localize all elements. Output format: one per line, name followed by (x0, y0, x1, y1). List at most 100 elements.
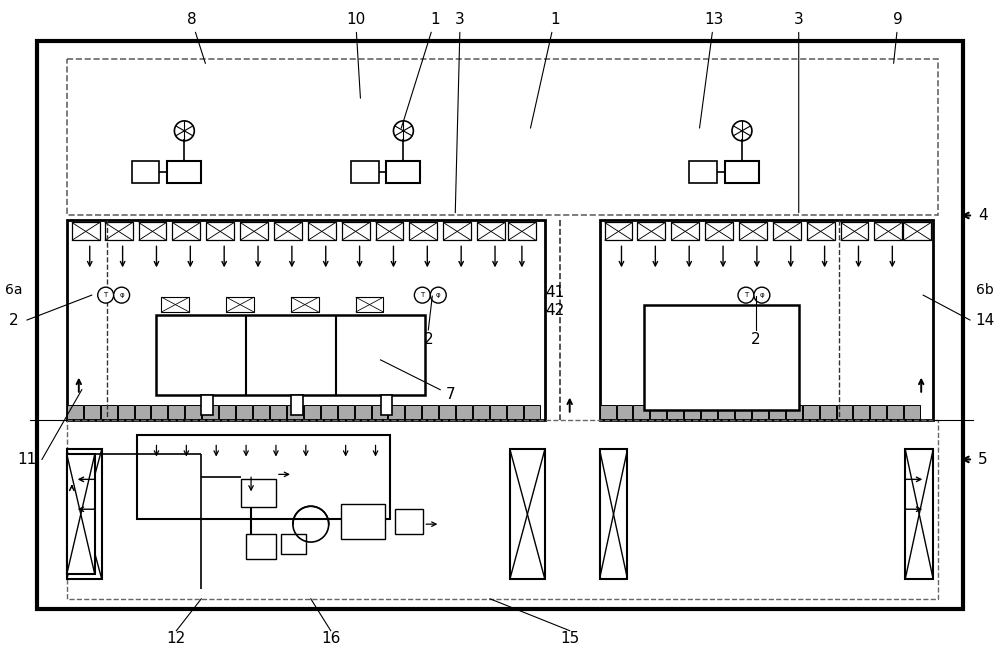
Text: 3: 3 (455, 12, 465, 213)
Text: 2: 2 (9, 313, 19, 328)
Bar (342, 223, 370, 240)
Bar (226, 297, 254, 312)
Bar (240, 223, 268, 240)
Bar (443, 223, 471, 240)
Text: φ: φ (760, 292, 764, 298)
Bar (304, 405, 320, 419)
Bar (308, 223, 336, 240)
Bar (274, 223, 302, 240)
Text: 5: 5 (978, 452, 988, 467)
Text: 2: 2 (423, 332, 433, 347)
Text: 41: 41 (545, 285, 564, 300)
Bar (156, 315, 425, 394)
Bar (338, 405, 354, 419)
Bar (422, 405, 438, 419)
Bar (803, 405, 819, 419)
Bar (524, 405, 540, 419)
Bar (291, 394, 303, 415)
Bar (356, 297, 383, 312)
Bar (388, 405, 404, 419)
Bar (600, 221, 933, 420)
Text: 1: 1 (401, 12, 440, 128)
Bar (870, 405, 886, 419)
Circle shape (114, 287, 130, 303)
Bar (132, 161, 159, 183)
Bar (853, 405, 869, 419)
Bar (395, 509, 423, 534)
Bar (510, 449, 545, 579)
Bar (139, 223, 166, 240)
Bar (270, 405, 286, 419)
Circle shape (754, 287, 770, 303)
Bar (376, 223, 403, 240)
Bar (405, 405, 421, 419)
Bar (903, 223, 931, 240)
Bar (172, 223, 200, 240)
Bar (508, 223, 536, 240)
Bar (67, 59, 938, 215)
Bar (887, 405, 903, 419)
Bar (705, 223, 733, 240)
Text: 14: 14 (975, 313, 995, 328)
Bar (752, 405, 768, 419)
Bar (236, 405, 252, 419)
Text: T: T (744, 292, 748, 298)
Text: 9: 9 (893, 12, 903, 63)
Bar (137, 434, 390, 519)
Bar (439, 405, 455, 419)
Circle shape (430, 287, 446, 303)
Bar (185, 405, 201, 419)
Bar (490, 405, 506, 419)
Bar (201, 394, 213, 415)
Text: 6a: 6a (5, 283, 23, 297)
Bar (386, 161, 420, 183)
Bar (689, 161, 717, 183)
Bar (684, 405, 700, 419)
Bar (168, 405, 184, 419)
Bar (206, 223, 234, 240)
Bar (341, 504, 385, 539)
Bar (135, 405, 150, 419)
Text: 42: 42 (545, 302, 564, 317)
Text: 13: 13 (700, 12, 724, 128)
Circle shape (414, 287, 430, 303)
Text: 6b: 6b (976, 283, 994, 297)
Bar (820, 405, 836, 419)
Bar (118, 405, 134, 419)
Bar (355, 405, 371, 419)
Bar (67, 221, 545, 420)
Bar (773, 223, 801, 240)
Bar (605, 223, 632, 240)
Bar (291, 297, 319, 312)
Bar (644, 305, 799, 409)
Bar (321, 405, 337, 419)
Bar (841, 223, 868, 240)
Bar (633, 405, 649, 419)
Text: 3: 3 (794, 12, 804, 213)
Text: φ: φ (436, 292, 441, 298)
Bar (807, 223, 835, 240)
Bar (769, 405, 785, 419)
Text: 1: 1 (530, 12, 560, 128)
Bar (67, 449, 102, 579)
Bar (874, 223, 902, 240)
Bar (281, 534, 306, 554)
Bar (667, 405, 683, 419)
Bar (84, 405, 100, 419)
Bar (219, 405, 235, 419)
Bar (718, 405, 734, 419)
Bar (739, 223, 767, 240)
Bar (253, 405, 269, 419)
Bar (37, 41, 963, 609)
Bar (151, 405, 167, 419)
Bar (167, 161, 201, 183)
Text: 2: 2 (751, 332, 761, 347)
Bar (473, 405, 489, 419)
Bar (202, 405, 218, 419)
Bar (600, 405, 616, 419)
Text: 10: 10 (346, 12, 365, 98)
Bar (650, 405, 666, 419)
Text: 15: 15 (560, 631, 579, 646)
Bar (905, 449, 933, 579)
Text: φ: φ (119, 292, 124, 298)
